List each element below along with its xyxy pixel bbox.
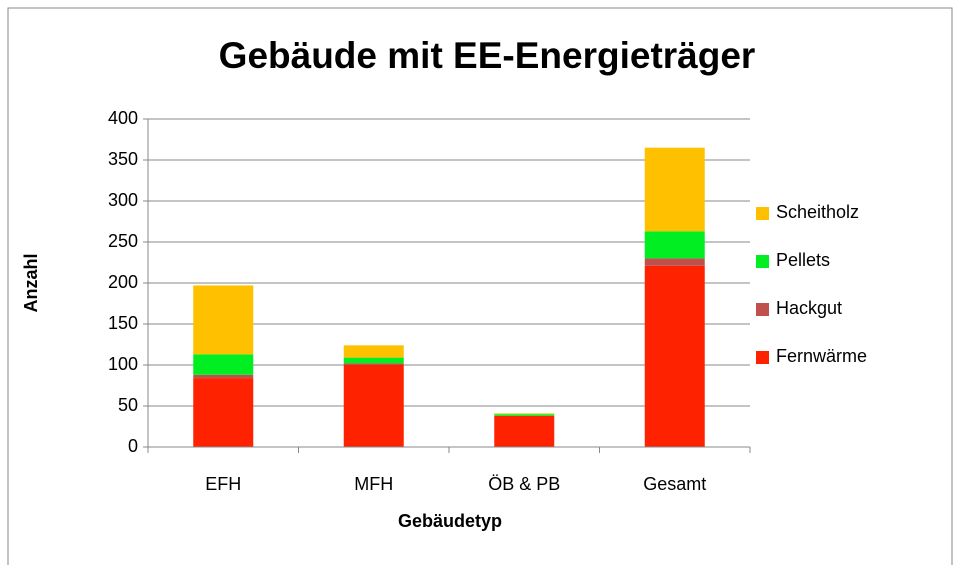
y-tick-label: 150 (108, 313, 138, 333)
x-tick-label: Gesamt (643, 474, 706, 494)
bar-segment (494, 413, 555, 415)
y-tick-label: 400 (108, 108, 138, 128)
y-tick-label: 250 (108, 231, 138, 251)
y-tick-label: 50 (118, 395, 138, 415)
chart-border (7, 7, 953, 565)
bar-segment (494, 414, 555, 416)
y-tick-label: 0 (128, 436, 138, 456)
bar-segment (644, 147, 705, 232)
y-tick-label: 300 (108, 190, 138, 210)
bar-segment (193, 374, 254, 379)
legend-label: Pellets (776, 250, 830, 270)
bar-segment (343, 365, 404, 447)
legend-swatch (756, 303, 769, 316)
chart-title: Gebäude mit EE-Energieträger (219, 35, 756, 76)
y-axis-label: Anzahl (21, 253, 41, 312)
y-tick-label: 200 (108, 272, 138, 292)
legend-swatch (756, 351, 769, 364)
y-tick-label: 350 (108, 149, 138, 169)
bar-segment (193, 354, 254, 375)
bar-segment (644, 265, 705, 447)
x-tick-label: EFH (205, 474, 241, 494)
legend-label: Hackgut (776, 298, 842, 318)
legend-label: Scheitholz (776, 202, 859, 222)
legend-swatch (756, 255, 769, 268)
bar-segment (644, 258, 705, 266)
x-tick-label: ÖB & PB (488, 474, 560, 494)
legend-label: Fernwärme (776, 346, 867, 366)
x-axis-label: Gebäudetyp (398, 511, 502, 531)
x-tick-label: MFH (354, 474, 393, 494)
bar-segment (193, 378, 254, 447)
bar-segment (343, 363, 404, 365)
y-tick-label: 100 (108, 354, 138, 374)
bar-segment (343, 345, 404, 358)
bar-segment (644, 231, 705, 259)
bar-segment (343, 357, 404, 364)
bar-segment (193, 285, 254, 355)
legend-swatch (756, 207, 769, 220)
bar-segment (494, 415, 555, 447)
